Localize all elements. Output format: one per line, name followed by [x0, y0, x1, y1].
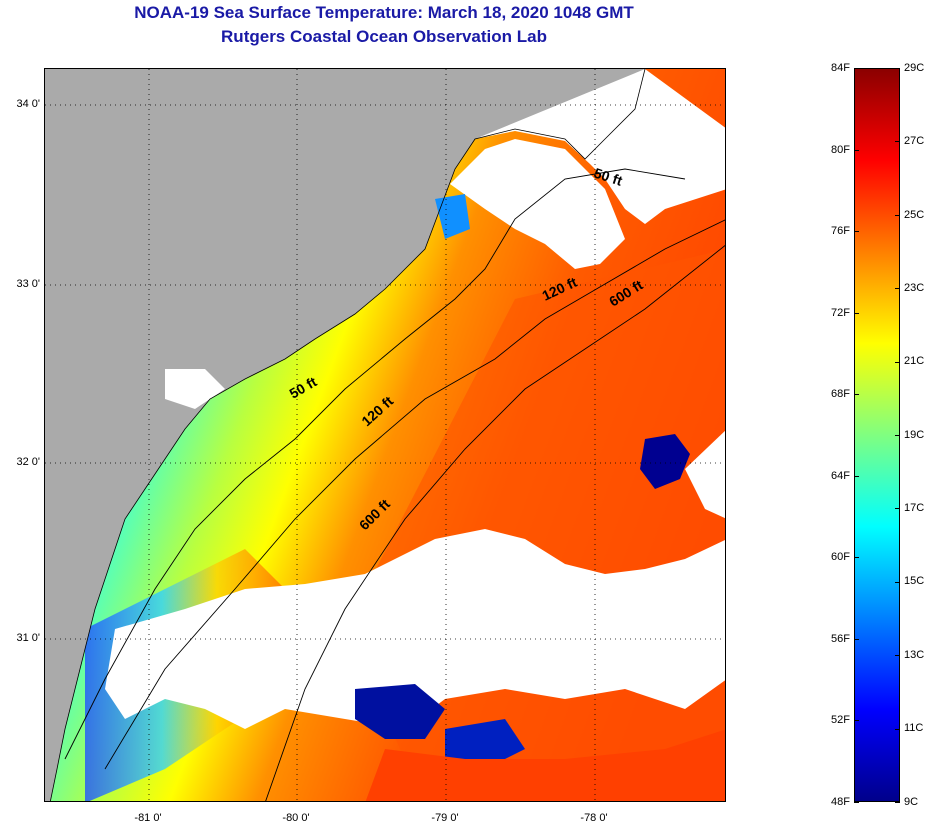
colorbar-tick-c: [895, 729, 900, 730]
colorbar-tick-f: [854, 313, 859, 314]
latitude-label-32: 32 0': [16, 456, 40, 468]
colorbar-label-52f: 52F: [831, 714, 850, 726]
colorbar-label-60f: 60F: [831, 551, 850, 563]
colorbar-tick-f: [854, 150, 859, 151]
latitude-label-33: 33 0': [16, 278, 40, 290]
sst-map-canvas: 50 ft 120 ft 600 ft 50 ft 120 ft 600 ft: [45, 69, 725, 801]
colorbar-tick-c: [895, 802, 900, 803]
colorbar-label-19c: 19C: [904, 429, 925, 441]
colorbar-tick-c: [895, 508, 900, 509]
colorbar-label-80f: 80F: [831, 144, 850, 156]
map-subtitle: Rutgers Coastal Ocean Observation Lab: [221, 27, 547, 46]
colorbar-tick-c: [895, 141, 900, 142]
colorbar-tick-c: [895, 655, 900, 656]
longitude-label-80: -80 0': [282, 812, 310, 824]
warm-patch-south: [365, 729, 725, 801]
colorbar-label-64f: 64F: [831, 470, 850, 482]
colorbar-label-72f: 72F: [831, 307, 850, 319]
colorbar-tick-f: [854, 720, 859, 721]
cloud-north: [450, 69, 725, 269]
colorbar-label-15c: 15C: [904, 575, 925, 587]
sst-map[interactable]: 50 ft 120 ft 600 ft 50 ft 120 ft 600 ft: [44, 68, 726, 802]
colorbar-label-48f: 48F: [831, 796, 850, 808]
longitude-label-79: -79 0': [431, 812, 459, 824]
colorbar-tick-f: [854, 802, 859, 803]
colorbar-label-21c: 21C: [904, 355, 925, 367]
colorbar-label-23c: 23C: [904, 282, 925, 294]
colorbar-tick-c: [895, 215, 900, 216]
colorbar-tick-f: [854, 476, 859, 477]
colorbar-tick-f: [854, 394, 859, 395]
colorbar-tick-f: [854, 557, 859, 558]
coastline: [50, 69, 646, 801]
isobath-50ft: [64, 168, 686, 760]
colorbar-tick-f: [854, 231, 859, 232]
colorbar-tick-c: [895, 288, 900, 289]
colorbar-label-17c: 17C: [904, 502, 925, 514]
colorbar-label-25c: 25C: [904, 209, 925, 221]
colorbar-label-56f: 56F: [831, 633, 850, 645]
colorbar-label-11c: 11C: [904, 722, 924, 734]
temperature-colorbar: [854, 68, 900, 802]
latitude-label-34: 34 0': [16, 98, 40, 110]
colorbar-tick-c: [895, 582, 900, 583]
cold-patch-south-2: [445, 719, 525, 769]
latitude-label-31: 31 0': [16, 632, 40, 644]
cloud-east: [685, 430, 725, 519]
cloud-south: [105, 529, 725, 729]
land: [45, 69, 645, 801]
cold-patch-east: [640, 434, 690, 489]
colorbar-label-76f: 76F: [831, 225, 850, 237]
isobath-120ft: [104, 219, 725, 770]
colorbar-label-68f: 68F: [831, 388, 850, 400]
colorbar-tick-c: [895, 435, 900, 436]
cool-patch-north: [435, 194, 470, 239]
colorbar-label-29c: 29C: [904, 62, 925, 74]
colorbar-label-9c: 9C: [904, 796, 919, 808]
longitude-label-78: -78 0': [580, 812, 608, 824]
lat-lon-grid: [45, 69, 725, 801]
isobath-600ft: [265, 245, 725, 801]
colorbar-tick-f: [854, 68, 859, 69]
isobaths: [64, 168, 725, 801]
colorbar-label-13c: 13C: [904, 649, 925, 661]
longitude-label-81: -81 0': [134, 812, 162, 824]
colorbar-label-27c: 27C: [904, 135, 925, 147]
colorbar-tick-c: [895, 68, 900, 69]
colorbar-tick-f: [854, 639, 859, 640]
colorbar-tick-c: [895, 362, 900, 363]
colorbar-label-84f: 84F: [831, 62, 850, 74]
map-title: NOAA-19 Sea Surface Temperature: March 1…: [134, 3, 634, 22]
cold-patch-south: [355, 684, 445, 739]
